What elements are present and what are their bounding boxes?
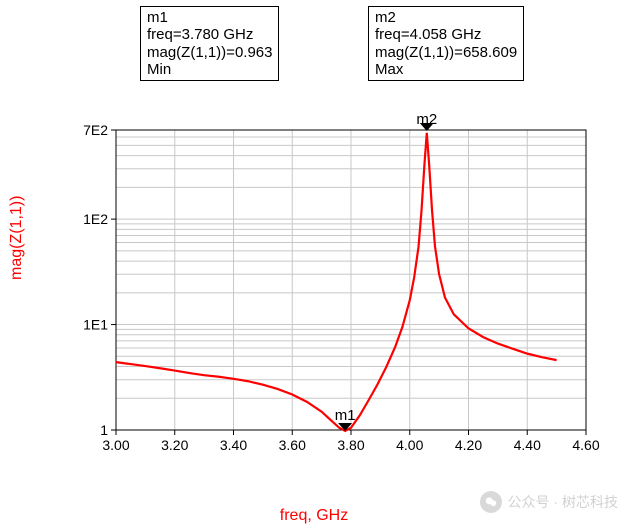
chart-area: 3.003.203.403.603.804.004.204.404.6011E1… <box>86 130 591 475</box>
y-tick-label: 1E2 <box>83 211 108 227</box>
x-tick-label: 4.40 <box>514 437 541 453</box>
x-tick-label: 3.40 <box>220 437 247 453</box>
x-tick-label: 4.20 <box>455 437 482 453</box>
m1-ext: Min <box>147 61 272 78</box>
m1-mag: mag(Z(1,1))=0.963 <box>147 44 272 61</box>
m2-freq: freq=4.058 GHz <box>375 26 517 43</box>
m2-mag-val: 658.609 <box>463 44 517 61</box>
x-tick-label: 3.00 <box>102 437 129 453</box>
m1-mag-val: 0.963 <box>235 44 273 61</box>
m1-name: m1 <box>147 9 272 26</box>
x-tick-label: 4.00 <box>396 437 423 453</box>
x-axis-label: freq, GHz <box>0 507 628 525</box>
marker-annotation-m1: m1 freq=3.780 GHz mag(Z(1,1))=0.963 Min <box>140 6 279 81</box>
y-tick-label: 1E1 <box>83 317 108 333</box>
marker-label-m1: m1 <box>335 407 356 424</box>
m2-mag: mag(Z(1,1))=658.609 <box>375 44 517 61</box>
m2-name: m2 <box>375 9 517 26</box>
y-axis-label: mag(Z(1,1)) <box>8 196 26 280</box>
y-tick-label: 7E2 <box>83 122 108 138</box>
x-tick-label: 3.20 <box>161 437 188 453</box>
m2-ext: Max <box>375 61 517 78</box>
x-tick-label: 3.80 <box>337 437 364 453</box>
m1-freq: freq=3.780 GHz <box>147 26 272 43</box>
x-tick-label: 4.60 <box>572 437 599 453</box>
m1-freq-val: 3.780 GHz <box>182 26 254 43</box>
figure-root: m1 freq=3.780 GHz mag(Z(1,1))=0.963 Min … <box>0 0 628 531</box>
marker-annotation-m2: m2 freq=4.058 GHz mag(Z(1,1))=658.609 Ma… <box>368 6 524 81</box>
x-tick-label: 3.60 <box>279 437 306 453</box>
y-tick-label: 1 <box>100 422 108 438</box>
m2-freq-val: 4.058 GHz <box>410 26 482 43</box>
